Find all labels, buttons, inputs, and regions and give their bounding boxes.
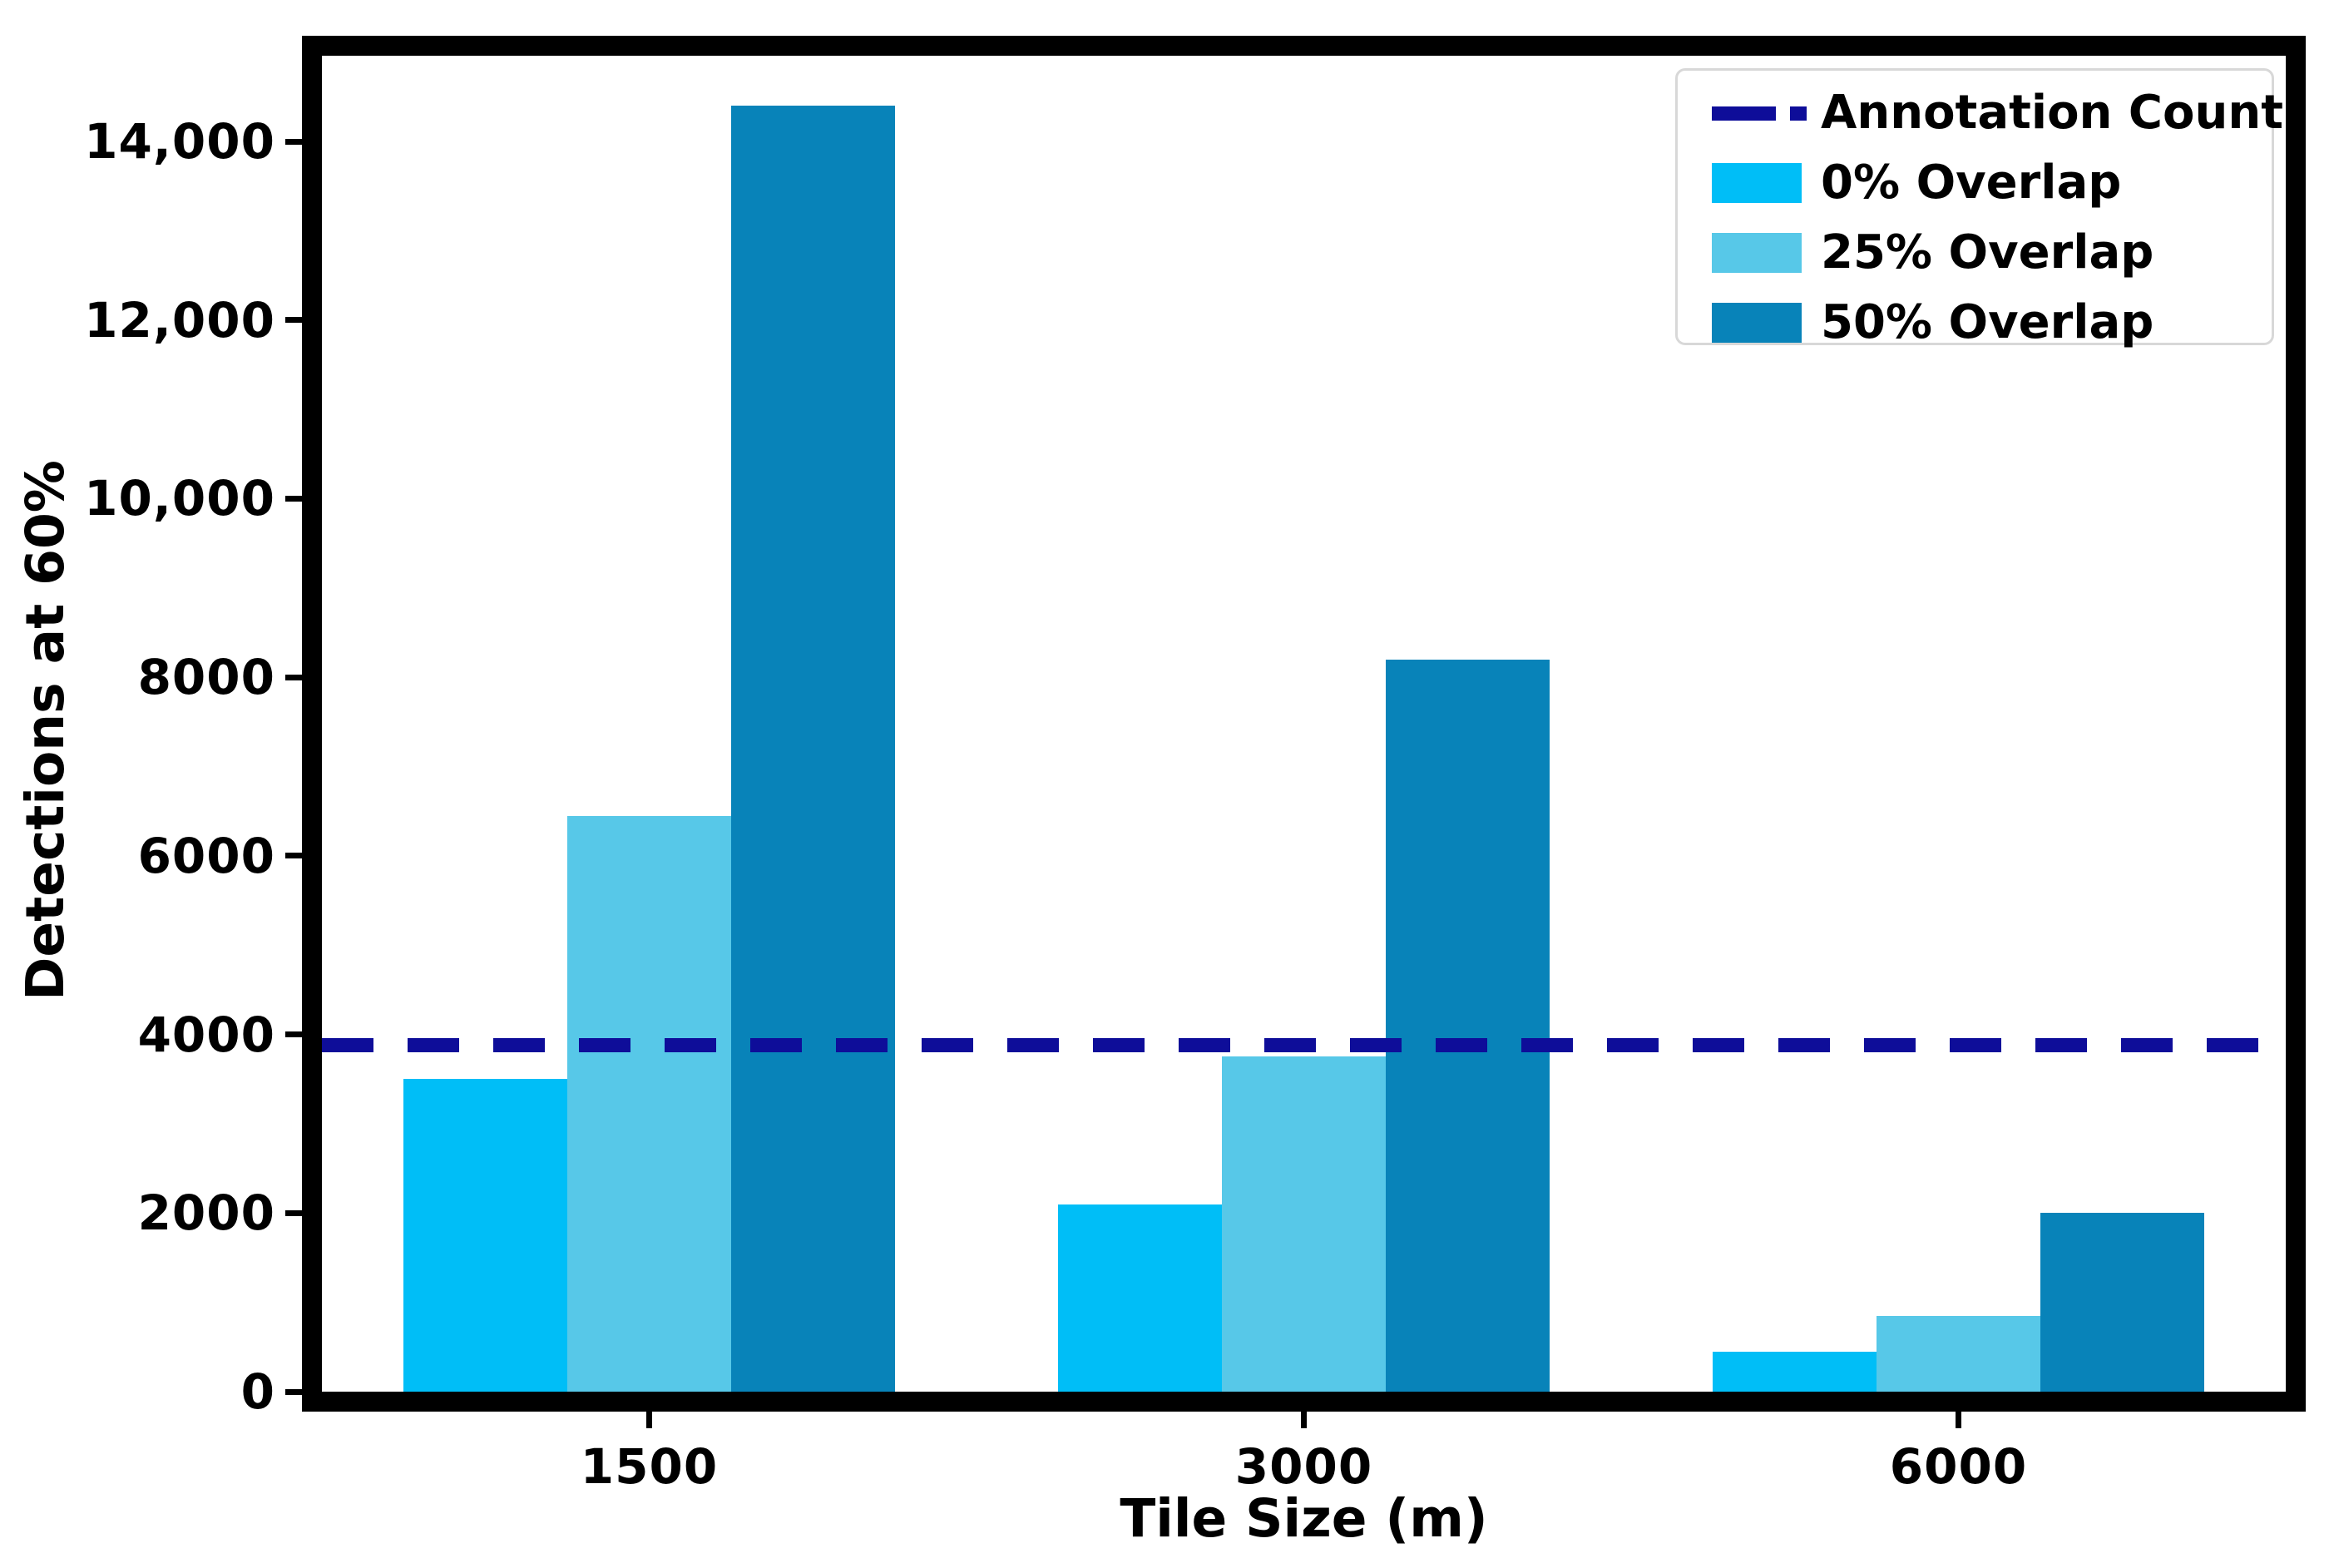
legend-color-swatch [1712, 233, 1802, 273]
bar-50-overlap-6000 [2040, 1213, 2204, 1392]
bar-0-overlap-1500 [403, 1079, 567, 1392]
plot-area [322, 56, 2286, 1392]
y-tick-label: 6000 [137, 827, 275, 884]
legend-item-50-overlap: 50% Overlap [1712, 288, 2272, 358]
bar-25-overlap-1500 [567, 815, 731, 1392]
y-tick-mark [285, 853, 302, 859]
legend-box: Annotation Count 0% Overlap 25% Overlap 50%… [1675, 68, 2283, 348]
y-tick-label: 4000 [137, 1006, 275, 1063]
y-tick-label: 0 [240, 1363, 275, 1420]
y-tick-label: 2000 [137, 1185, 275, 1242]
legend-color-swatch [1712, 163, 1802, 203]
x-tick-mark [1956, 1412, 1961, 1428]
x-tick-mark [646, 1412, 652, 1428]
legend-item-annotation-count: Annotation Count [1712, 78, 2283, 148]
bar-50-overlap-3000 [1386, 659, 1550, 1392]
legend-item-label: 0% Overlap [1821, 156, 2122, 210]
dashed-line-sample [1712, 106, 1807, 121]
y-tick-label: 14,000 [84, 113, 275, 171]
bar-50-overlap-1500 [731, 106, 895, 1392]
bar-0-overlap-3000 [1058, 1204, 1222, 1392]
legend-sample-column [1712, 233, 1821, 273]
annotation-count-line [322, 1037, 2286, 1052]
x-tick-label: 6000 [1889, 1438, 2028, 1495]
legend-sample-column [1712, 163, 1821, 203]
y-tick-label: 10,000 [84, 470, 275, 527]
bar-0-overlap-6000 [1713, 1351, 1877, 1392]
y-tick-mark [285, 1209, 302, 1216]
bar-25-overlap-3000 [1222, 1056, 1386, 1392]
bar-25-overlap-6000 [1877, 1315, 2040, 1392]
x-tick-mark [1301, 1412, 1307, 1428]
legend-item-label: Annotation Count [1821, 86, 2283, 140]
legend-item-25-overlap: 25% Overlap [1712, 218, 2272, 288]
y-tick-mark [285, 674, 302, 680]
legend-sample-column [1712, 106, 1821, 121]
legend-item-0-overlap: 0% Overlap [1712, 148, 2272, 218]
y-tick-mark [285, 1031, 302, 1038]
y-tick-label: 12,000 [84, 291, 275, 349]
x-tick-label: 3000 [1234, 1438, 1373, 1495]
legend-item-label: 25% Overlap [1821, 225, 2154, 279]
y-tick-mark [285, 317, 302, 324]
x-tick-label: 1500 [580, 1438, 719, 1495]
legend-item-label: 50% Overlap [1821, 295, 2154, 349]
legend-color-swatch [1712, 303, 1802, 343]
legend-sample-column [1712, 303, 1821, 343]
y-tick-label: 8000 [137, 649, 275, 706]
x-axis-label: Tile Size (m) [1120, 1488, 1488, 1549]
y-tick-mark [285, 495, 302, 502]
y-tick-mark [285, 138, 302, 145]
y-tick-mark [285, 1388, 302, 1395]
